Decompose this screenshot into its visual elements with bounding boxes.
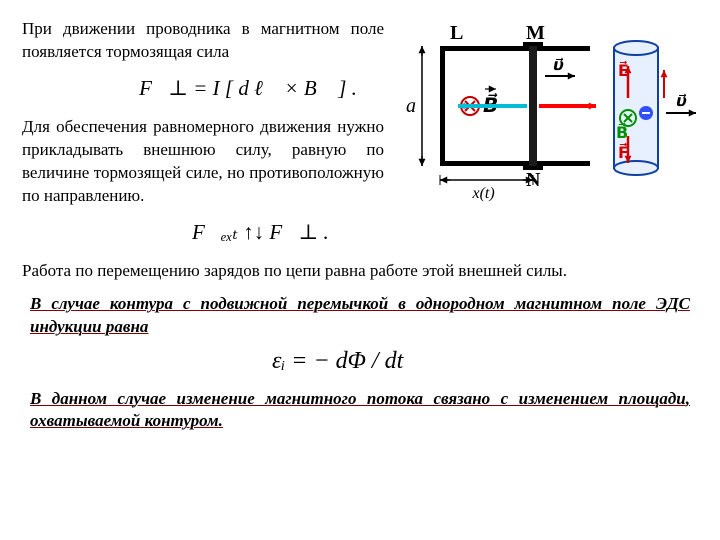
svg-text:M: M (526, 22, 545, 44)
svg-text:a: a (406, 95, 416, 117)
svg-text:x(t): x(t) (472, 185, 495, 202)
svg-text:L: L (450, 22, 463, 44)
diagram: LMNax(t)B⃗υ⃗E⃗B⃗F⃗υ⃗ (398, 18, 698, 208)
paragraph-4: В случае контура с подвижной перемычкой … (22, 293, 698, 339)
equation-1: F⃗⊥ = I [ d ℓ⃗ × B⃗ ] . (112, 74, 384, 102)
paragraph-5: В данном случае изменение магнитного пот… (22, 388, 698, 434)
paragraph-1: При движении проводника в магнитном поле… (22, 18, 384, 64)
equation-2: F⃗ₑₓₜ ↑↓ F⃗⊥ . (192, 218, 698, 246)
paragraph-2: Для обеспечения равномерного движения ну… (22, 116, 384, 208)
svg-text:υ⃗: υ⃗ (553, 57, 564, 74)
paragraph-3: Работа по перемещению зарядов по цепи ра… (22, 260, 698, 283)
svg-text:υ⃗: υ⃗ (676, 93, 687, 110)
svg-text:B⃗: B⃗ (616, 122, 628, 142)
svg-text:F⃗: F⃗ (618, 142, 629, 162)
svg-text:E⃗: E⃗ (618, 60, 629, 80)
equation-3: εᵢ = − dΦ / dt (272, 345, 698, 377)
